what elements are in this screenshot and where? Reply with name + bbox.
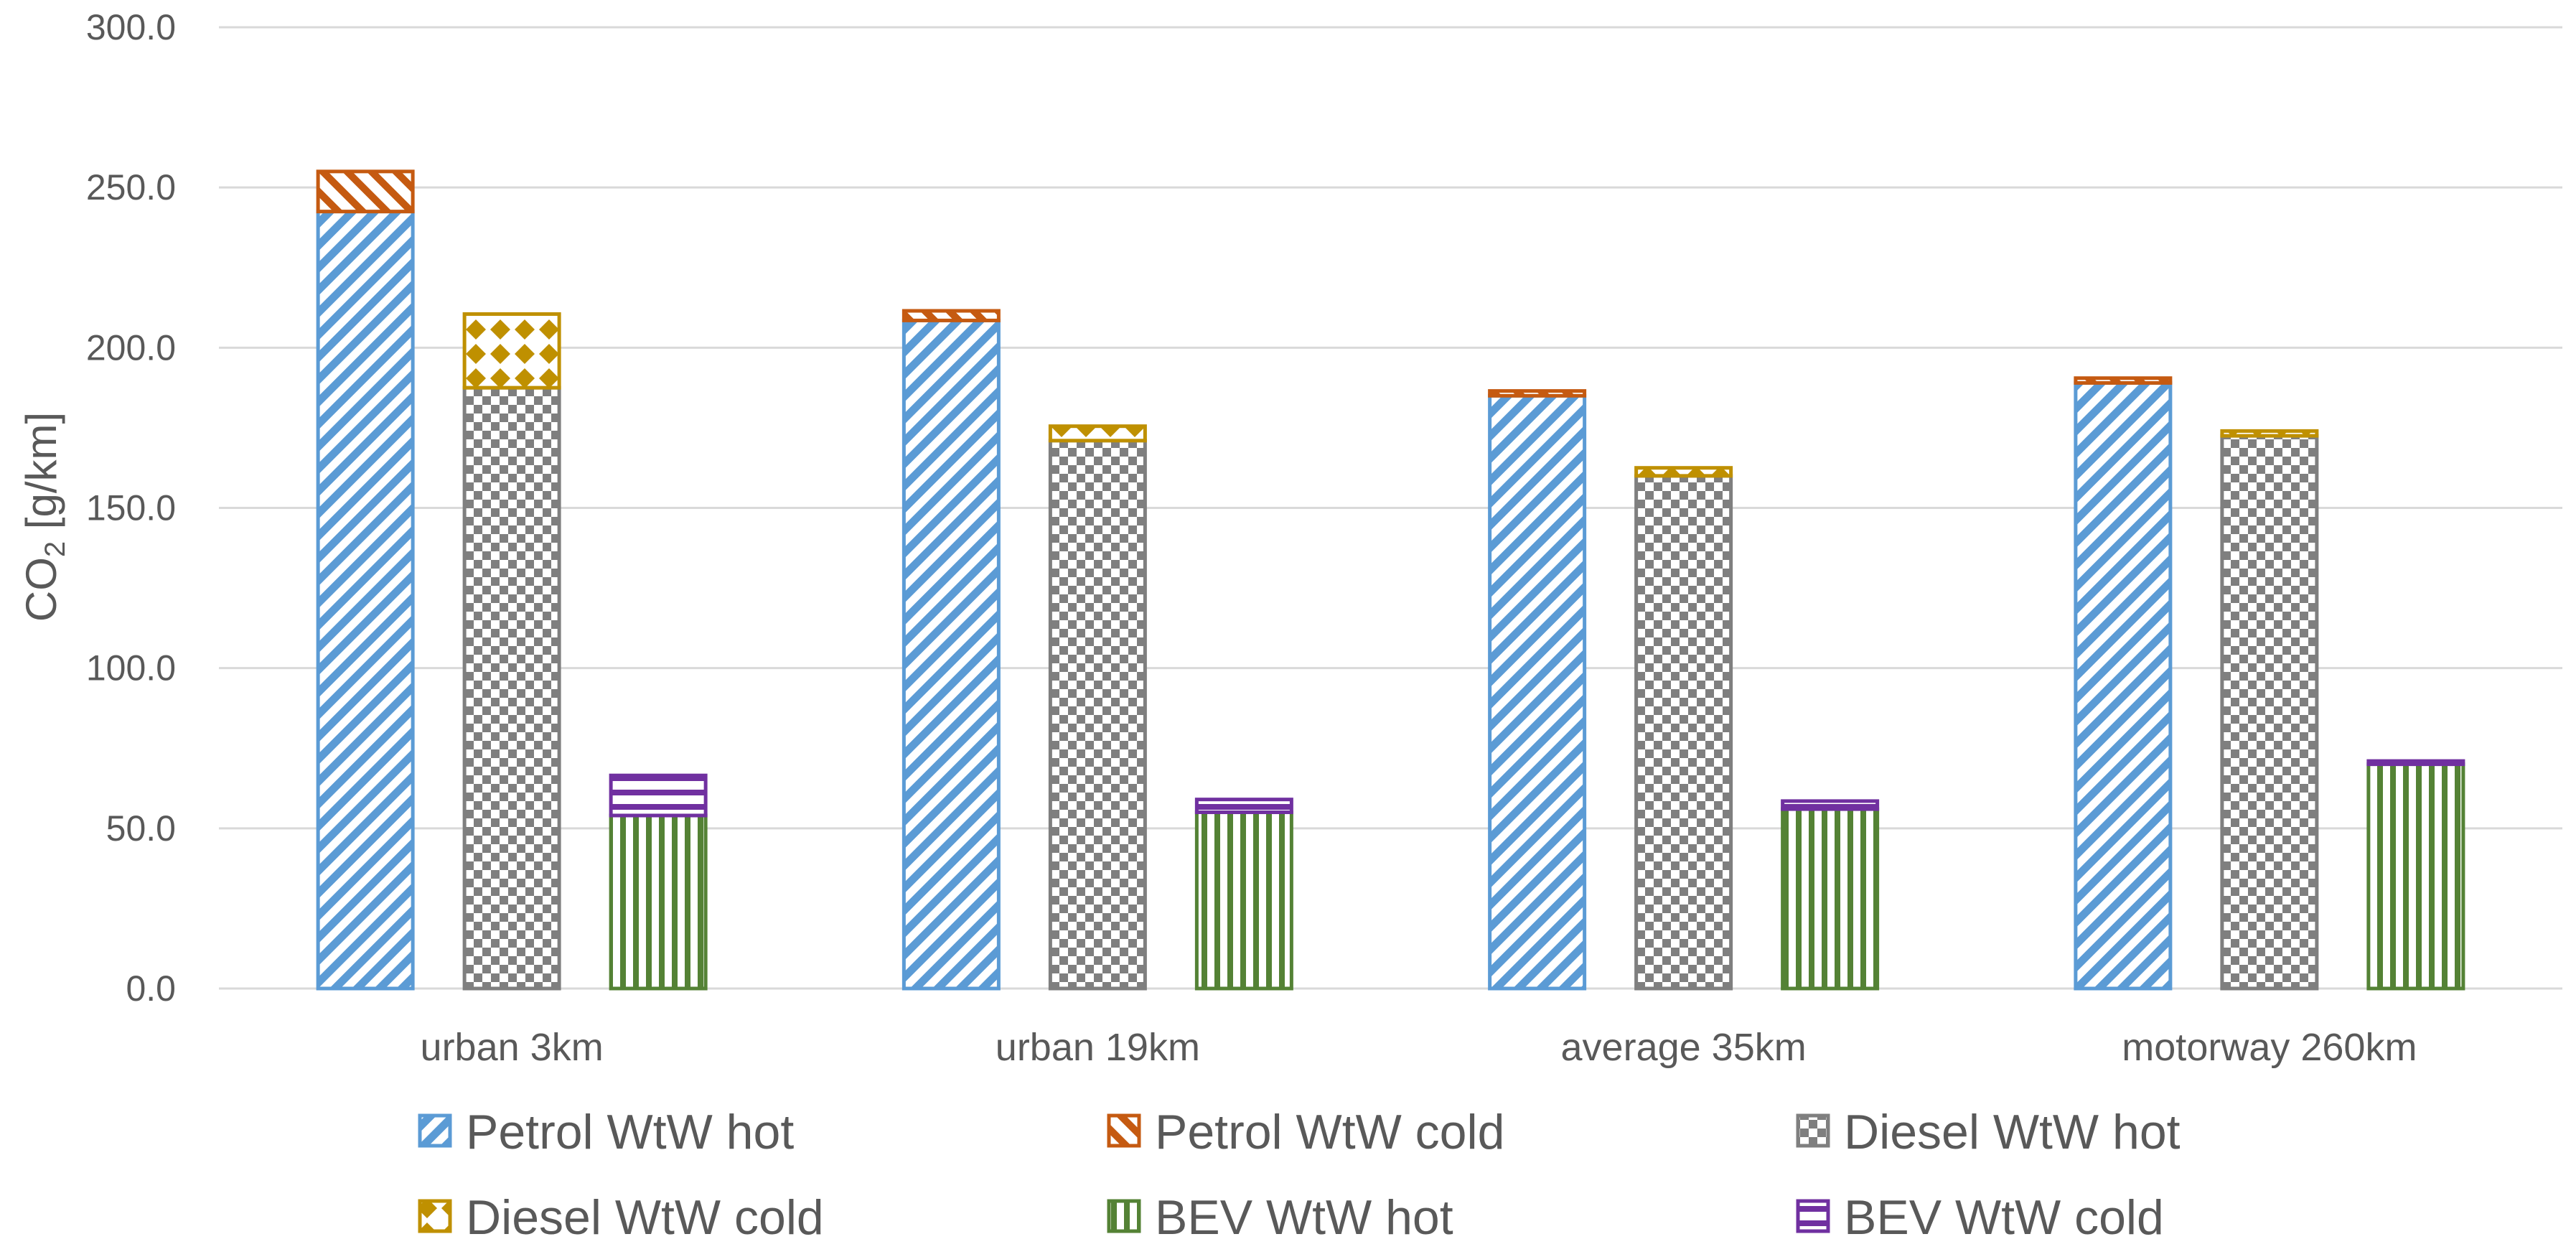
legend-swatch (1796, 1113, 1830, 1148)
bar-bev-hot (1194, 810, 1293, 991)
bar-diesel-cold (1048, 424, 1147, 443)
bar-petrol-hot (316, 210, 415, 991)
bar-diesel-cold (2220, 429, 2319, 438)
legend-swatch (1796, 1199, 1830, 1233)
bars (316, 169, 2465, 991)
bar-diesel-hot (1634, 474, 1733, 991)
bar-bev-cold (2366, 759, 2465, 767)
bar-petrol-cold (1488, 389, 1587, 398)
bar-petrol-cold (2074, 376, 2173, 385)
x-category-label: urban 19km (996, 1026, 1200, 1069)
bar-diesel-cold (1634, 466, 1733, 478)
legend-swatch (418, 1199, 452, 1233)
x-category-label: urban 3km (421, 1026, 604, 1069)
bar-bev-cold (1194, 798, 1293, 815)
legend-label: BEV WtW cold (1844, 1190, 2164, 1245)
y-tick-label: 300.0 (86, 7, 176, 47)
x-axis-categories: urban 3km urban 19km average 35km motorway … (421, 1026, 2417, 1069)
legend-swatch (1107, 1199, 1141, 1233)
legend: Petrol WtW hot Petrol WtW cold Diesel WtW … (418, 1105, 2181, 1245)
y-tick-label: 200.0 (86, 327, 176, 368)
legend-label: Petrol WtW cold (1155, 1105, 1504, 1159)
bar-petrol-hot (901, 318, 1001, 991)
legend-label: BEV WtW hot (1155, 1190, 1453, 1245)
y-axis-label-sub: 2 (39, 541, 71, 557)
y-axis-label: CO2 [g/km] (17, 412, 71, 622)
bar-bev-cold (609, 773, 708, 818)
y-axis-ticks: 0.0 50.0 100.0 150.0 200.0 250.0 300.0 (86, 7, 176, 1009)
x-category-label: average 35km (1561, 1026, 1807, 1069)
bar-diesel-hot (462, 385, 561, 991)
legend-label: Diesel WtW hot (1844, 1105, 2181, 1159)
bar-bev-cold (1781, 799, 1880, 811)
x-category-label: motorway 260km (2122, 1026, 2417, 1069)
bar-petrol-cold (901, 309, 1001, 322)
legend-swatch (418, 1113, 452, 1148)
legend-swatch (1107, 1113, 1141, 1148)
bar-bev-hot (2366, 762, 2465, 991)
y-axis-label-main: CO (17, 557, 65, 622)
y-axis-label-unit: [g/km] (17, 412, 65, 541)
y-tick-label: 0.0 (126, 968, 176, 1009)
gridlines (219, 26, 2562, 990)
bar-petrol-hot (1488, 393, 1587, 991)
bar-diesel-hot (2220, 434, 2319, 991)
bar-bev-hot (1781, 807, 1880, 991)
bar-petrol-cold (316, 169, 415, 214)
bar-diesel-hot (1048, 439, 1147, 991)
legend-label: Petrol WtW hot (466, 1105, 794, 1159)
y-tick-label: 100.0 (86, 648, 176, 688)
legend-label: Diesel WtW cold (466, 1190, 824, 1245)
bar-diesel-cold (462, 312, 561, 390)
y-tick-label: 250.0 (86, 167, 176, 207)
y-tick-label: 50.0 (106, 808, 176, 849)
y-tick-label: 150.0 (86, 488, 176, 528)
bar-bev-hot (609, 813, 708, 991)
bar-petrol-hot (2074, 380, 2173, 991)
